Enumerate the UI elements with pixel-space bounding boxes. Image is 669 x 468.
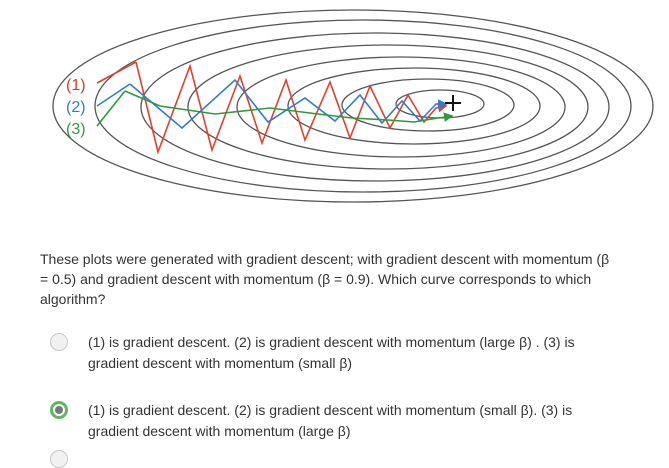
curve-label-1: (1)	[66, 77, 86, 94]
curve-label-2: (2)	[66, 99, 86, 116]
curve-3-momentum-path	[96, 90, 454, 127]
contour-ellipse	[187, 44, 589, 170]
contour-ellipse	[236, 56, 566, 158]
curve-2-momentum-path	[96, 78, 448, 130]
curve-1-gradient-path	[96, 61, 448, 155]
curve-2-line	[129, 78, 448, 130]
curve-3-line	[124, 90, 454, 123]
curve-label-3: (3)	[66, 121, 86, 138]
contour-ellipse	[52, 9, 654, 203]
contour-ellipse	[341, 78, 515, 132]
option-2-label[interactable]: (1) is gradient descent. (2) is gradient…	[88, 402, 573, 439]
contour-ellipse	[94, 19, 632, 193]
curve-1-line	[135, 61, 448, 155]
label-leader-2	[96, 83, 131, 107]
contour-lines	[52, 9, 654, 203]
contour-ellipse	[287, 67, 541, 145]
optimum-plus-icon	[445, 95, 461, 111]
option-2-radio[interactable]	[50, 401, 68, 419]
option-1-label[interactable]: (1) is gradient descent. (2) is gradient…	[88, 334, 575, 371]
option-1-radio[interactable]	[50, 333, 68, 351]
label-leader-3	[96, 90, 126, 127]
option-3-radio[interactable]	[50, 450, 68, 468]
contour-ellipse	[140, 32, 610, 182]
question-text: These plots were generated with gradient…	[40, 251, 610, 307]
radio-selected-dot	[55, 406, 63, 414]
gradient-descent-contour-plot: (1) (2) (3)	[52, 9, 654, 203]
label-leader-1	[96, 61, 137, 84]
